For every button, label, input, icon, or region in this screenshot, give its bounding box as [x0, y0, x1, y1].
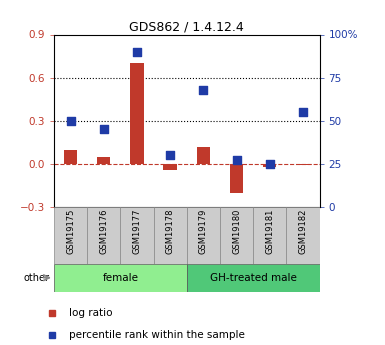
Point	[267, 161, 273, 167]
Text: GH-treated male: GH-treated male	[210, 273, 296, 283]
Text: GSM19179: GSM19179	[199, 209, 208, 254]
Text: GSM19180: GSM19180	[232, 209, 241, 254]
Text: GSM19182: GSM19182	[298, 209, 308, 254]
Bar	[230, 164, 243, 193]
Text: other: other	[24, 273, 50, 283]
Text: GSM19175: GSM19175	[66, 209, 75, 254]
Text: GSM19178: GSM19178	[166, 209, 175, 254]
Bar	[97, 157, 110, 164]
Bar	[296, 164, 310, 165]
Bar	[120, 207, 154, 264]
Bar	[187, 264, 320, 292]
Point	[233, 158, 239, 163]
Point	[200, 87, 206, 92]
Bar	[154, 207, 187, 264]
Bar	[197, 147, 210, 164]
Bar	[87, 207, 121, 264]
Text: GSM19177: GSM19177	[132, 209, 141, 254]
Bar	[187, 207, 220, 264]
Point	[100, 127, 107, 132]
Bar	[286, 207, 320, 264]
Text: GSM19176: GSM19176	[99, 209, 108, 254]
Bar	[164, 164, 177, 170]
Bar	[64, 149, 77, 164]
Bar	[130, 63, 144, 164]
Point	[300, 109, 306, 115]
Text: log ratio: log ratio	[69, 308, 112, 318]
Point	[134, 49, 140, 55]
Bar	[220, 207, 253, 264]
Bar	[263, 164, 276, 167]
Bar	[54, 264, 187, 292]
Point	[67, 118, 74, 124]
Title: GDS862 / 1.4.12.4: GDS862 / 1.4.12.4	[129, 20, 244, 33]
Text: female: female	[102, 273, 138, 283]
Bar	[253, 207, 286, 264]
Bar	[54, 207, 87, 264]
Text: percentile rank within the sample: percentile rank within the sample	[69, 330, 245, 340]
Point	[167, 152, 173, 158]
Text: GSM19181: GSM19181	[265, 209, 274, 254]
